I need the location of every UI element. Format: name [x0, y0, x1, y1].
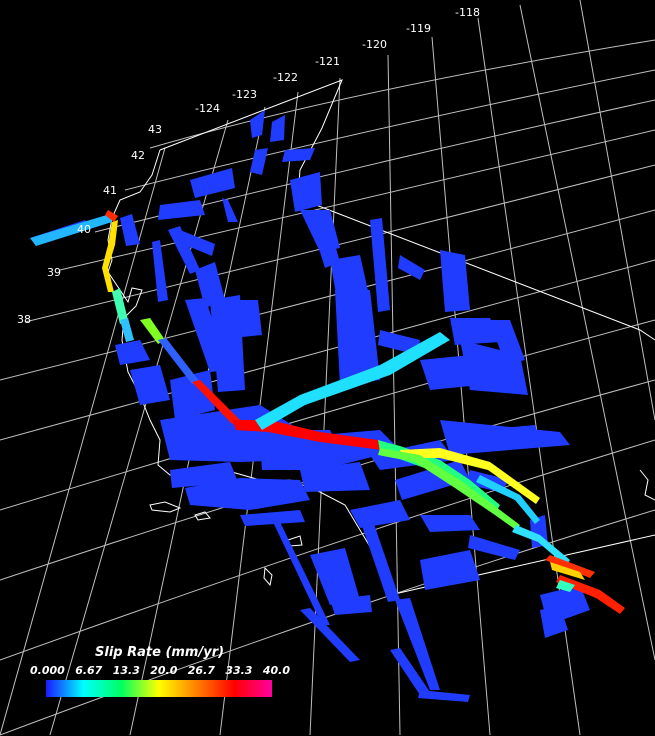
island — [263, 566, 273, 587]
legend-ticks: 0.000 6.67 13.3 20.0 26.7 33.3 40.0 — [30, 664, 290, 677]
lat-label: 38 — [17, 313, 31, 326]
legend-tick: 40.0 — [262, 664, 290, 677]
faults-low-slip — [30, 110, 590, 702]
legend-tick: 33.3 — [225, 664, 253, 677]
island — [149, 501, 182, 513]
lat-label: 40 — [77, 223, 91, 236]
lon-label: -124 — [195, 102, 220, 115]
legend-tick: 0.000 — [30, 664, 65, 677]
lon-label: -121 — [315, 55, 340, 68]
lon-label: -123 — [232, 88, 257, 101]
lon-label: -118 — [455, 6, 480, 19]
lat-label: 41 — [103, 184, 117, 197]
legend-tick: 26.7 — [187, 664, 215, 677]
faults-high-slip — [30, 210, 625, 614]
island — [194, 511, 211, 521]
longitude-labels: -124 -123 -122 -121 -120 -119 -118 — [195, 6, 480, 115]
lat-label: 39 — [47, 266, 61, 279]
color-bar — [46, 680, 272, 697]
legend-tick: 13.3 — [112, 664, 140, 677]
lat-label: 42 — [131, 149, 145, 162]
lon-label: -119 — [406, 22, 431, 35]
lon-label: -122 — [273, 71, 298, 84]
latitude-labels: 43 42 41 40 39 38 — [17, 123, 162, 326]
lon-label: -120 — [362, 38, 387, 51]
legend-tick: 6.67 — [75, 664, 103, 677]
legend-tick: 20.0 — [150, 664, 178, 677]
lat-label: 43 — [148, 123, 162, 136]
legend-title: Slip Rate (mm/yr) — [95, 645, 225, 660]
